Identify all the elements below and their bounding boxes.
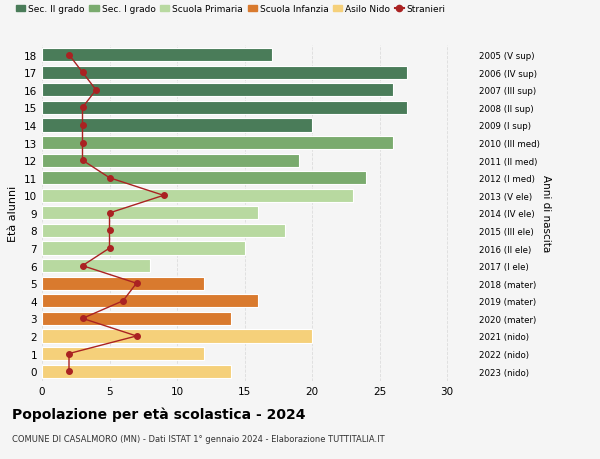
Bar	[42, 242, 245, 255]
Bar	[42, 207, 258, 220]
Bar	[42, 277, 204, 290]
Bar	[42, 101, 407, 115]
Bar	[42, 154, 299, 168]
Y-axis label: Età alunni: Età alunni	[8, 185, 19, 241]
Bar	[42, 347, 204, 360]
Y-axis label: Anni di nascita: Anni di nascita	[541, 175, 551, 252]
Bar	[42, 259, 150, 273]
Bar	[42, 67, 407, 80]
Bar	[42, 189, 353, 202]
Bar	[42, 172, 366, 185]
Bar	[42, 137, 393, 150]
Bar	[42, 330, 312, 343]
Text: Popolazione per età scolastica - 2024: Popolazione per età scolastica - 2024	[12, 406, 305, 421]
Bar	[42, 295, 258, 308]
Bar	[42, 49, 272, 62]
Bar	[42, 119, 312, 132]
Bar	[42, 224, 285, 238]
Text: COMUNE DI CASALMORO (MN) - Dati ISTAT 1° gennaio 2024 - Elaborazione TUTTITALIA.: COMUNE DI CASALMORO (MN) - Dati ISTAT 1°…	[12, 434, 385, 443]
Bar	[42, 84, 393, 97]
Legend: Sec. II grado, Sec. I grado, Scuola Primaria, Scuola Infanzia, Asilo Nido, Stran: Sec. II grado, Sec. I grado, Scuola Prim…	[16, 5, 446, 14]
Bar	[42, 312, 231, 325]
Bar	[42, 365, 231, 378]
